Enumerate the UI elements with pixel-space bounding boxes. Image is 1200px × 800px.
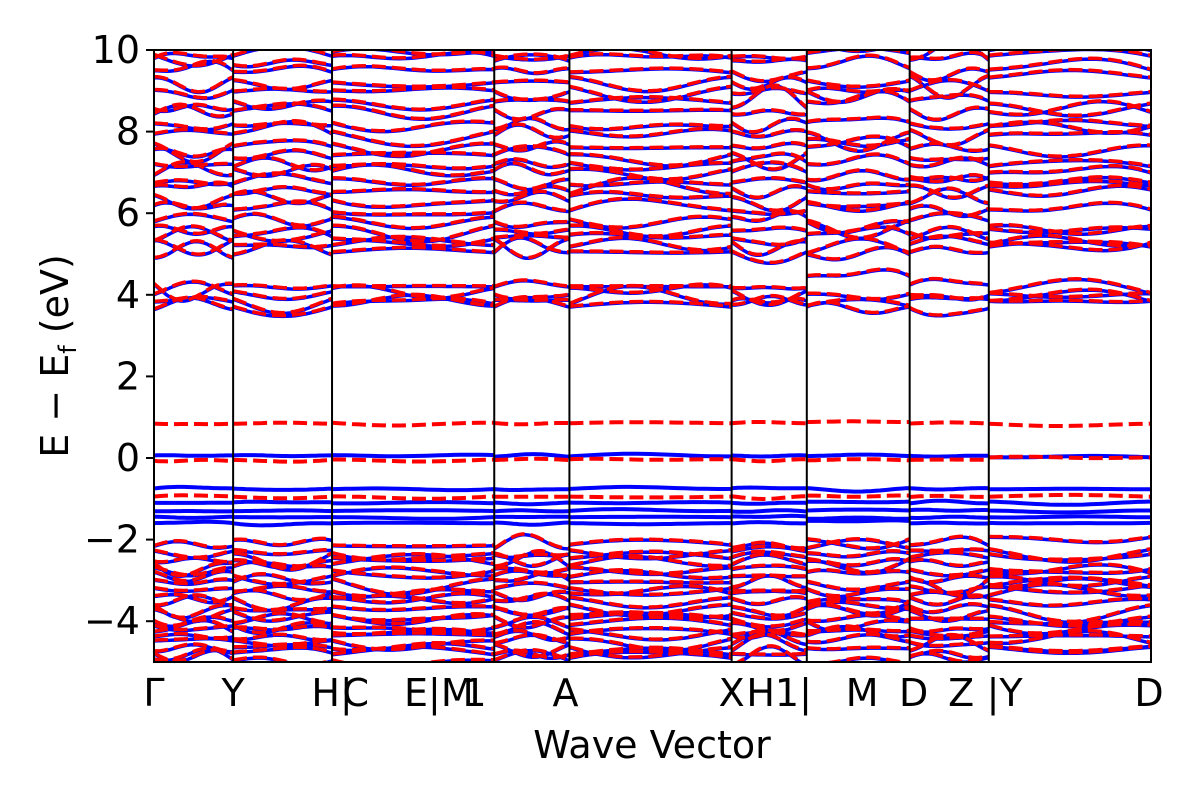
x-axis-title: Wave Vector bbox=[533, 723, 771, 767]
x-tick-label: Γ bbox=[143, 671, 164, 715]
band-line-spin-down bbox=[154, 544, 1151, 564]
plot-frame bbox=[153, 49, 1152, 663]
band-line-spin-down bbox=[154, 50, 1151, 68]
x-tick-label: E|M bbox=[404, 671, 474, 716]
band-line-spin-down bbox=[154, 151, 1151, 182]
y-tick-label: −4 bbox=[84, 599, 140, 643]
y-tick-label: 6 bbox=[116, 191, 140, 235]
flat-band-spin-up bbox=[154, 498, 1151, 507]
x-tick-label: |Y bbox=[987, 671, 1024, 716]
band-line-spin-down bbox=[154, 556, 1151, 588]
bands-layer bbox=[154, 50, 1151, 662]
flat-band-spin-down bbox=[154, 419, 1151, 428]
band-line-spin-down bbox=[154, 614, 1151, 635]
y-axis-ticks: 10 8 6 4 2 0 −2 −4 bbox=[84, 28, 154, 643]
x-tick-label: H| bbox=[311, 671, 352, 716]
band-line-spin-down bbox=[154, 570, 1151, 597]
x-tick-label: Y bbox=[221, 671, 246, 715]
y-tick-label: −2 bbox=[84, 518, 140, 562]
x-tick-label: X bbox=[719, 671, 745, 715]
band-line-spin-down bbox=[154, 532, 1151, 550]
band-line-spin-down bbox=[154, 626, 1151, 644]
x-tick-label: A bbox=[552, 671, 578, 715]
band-line-spin-down bbox=[154, 89, 1151, 122]
x-tick-label: M bbox=[846, 671, 879, 715]
band-line-spin-down bbox=[154, 83, 1151, 116]
x-axis-ticks: Γ Y H|C E|M1 A X H1| M D Z |Y D bbox=[143, 671, 1163, 716]
flat-band-spin-up bbox=[154, 507, 1151, 515]
band-line-spin-down bbox=[154, 279, 1151, 308]
x-tick-label: H1| bbox=[746, 671, 812, 716]
y-tick-label: 2 bbox=[116, 354, 140, 398]
band-line-spin-down bbox=[154, 537, 1151, 572]
kpoint-separators bbox=[232, 50, 990, 662]
band-line-spin-down bbox=[154, 183, 1151, 212]
flat-band-spin-down bbox=[154, 454, 1151, 464]
x-tick-label: D bbox=[1134, 671, 1163, 715]
band-line-spin-down bbox=[154, 644, 990, 662]
flat-band-spin-up bbox=[154, 513, 1151, 521]
band-line-spin-down bbox=[154, 56, 1151, 104]
x-tick-label: C bbox=[343, 671, 370, 715]
y-tick-label: 8 bbox=[116, 110, 140, 154]
x-tick-label: D bbox=[899, 671, 928, 715]
y-axis-title: E − Ef (eV) bbox=[33, 254, 82, 458]
band-line-spin-down bbox=[154, 134, 1151, 171]
band-line-spin-down bbox=[154, 582, 1151, 605]
band-line-spin-down bbox=[154, 267, 1151, 303]
x-tick-label: 1 bbox=[462, 671, 486, 715]
y-axis-title-sub: f bbox=[54, 345, 82, 354]
y-tick-label: 4 bbox=[116, 273, 140, 317]
flat-band-spin-up bbox=[154, 518, 1151, 528]
band-line-spin-down bbox=[154, 115, 1151, 134]
y-tick-label: 0 bbox=[116, 436, 140, 480]
y-tick-label: 10 bbox=[92, 28, 140, 72]
band-line-spin-down bbox=[154, 152, 1151, 183]
x-tick-label: Z bbox=[948, 671, 974, 715]
flat-band-spin-down bbox=[154, 492, 1151, 501]
y-axis-title-main: E − E bbox=[33, 354, 77, 458]
flat-band-spin-up bbox=[154, 484, 1151, 494]
y-axis-title-tail: (eV) bbox=[33, 254, 77, 345]
